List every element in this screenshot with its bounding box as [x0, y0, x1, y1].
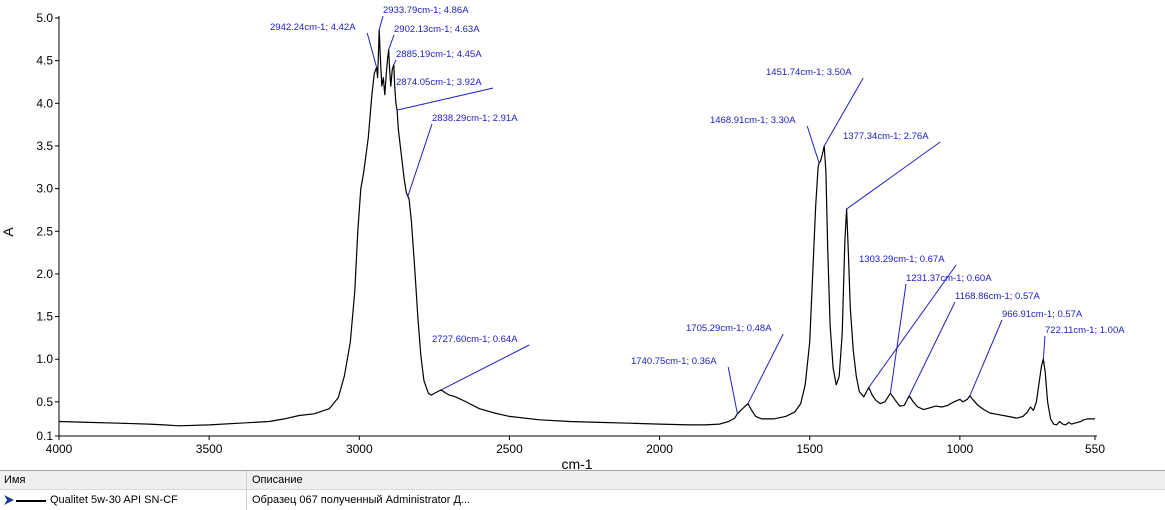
annotation-leader: [846, 141, 941, 210]
annotation-leader: [366, 32, 378, 68]
x-axis-label: cm-1: [561, 456, 592, 470]
annotation-leader: [823, 77, 864, 147]
peak-annotation: 1303.29cm-1; 0.67A: [859, 254, 945, 265]
peak-annotation: 966.91cm-1; 0.57A: [1002, 309, 1083, 320]
y-tick-label: 1.5: [36, 310, 53, 324]
annotation-leader: [388, 34, 395, 50]
column-separator: [246, 471, 247, 510]
series-line-swatch: [16, 500, 46, 502]
annotation-leader: [806, 125, 820, 164]
y-tick-label: 4.0: [36, 96, 53, 110]
y-axis-label: A: [0, 227, 16, 237]
peak-annotation: 1377.34cm-1; 2.76A: [843, 131, 929, 142]
chart-series: [58, 29, 1095, 427]
peak-annotation: 2727.60cm-1; 0.64A: [432, 334, 518, 345]
y-tick-label: 3.5: [36, 139, 53, 153]
peak-annotation: 1705.29cm-1; 0.48A: [686, 323, 772, 334]
legend-header: Имя Описание: [0, 471, 1165, 490]
annotation-leader: [908, 301, 956, 397]
peak-annotation: 1231.37cm-1; 0.60A: [906, 273, 992, 284]
annotation-leader: [889, 283, 907, 394]
annotation-leader: [396, 87, 494, 111]
column-header-name[interactable]: Имя: [4, 474, 26, 486]
y-tick-label: 2.5: [36, 224, 53, 238]
peak-annotation: 2874.05cm-1; 3.92A: [396, 77, 482, 88]
annotation-leader: [407, 123, 433, 197]
x-tick-label: 2000: [646, 442, 673, 456]
x-tick-label: 550: [1085, 442, 1105, 456]
y-tick-label: 0.5: [36, 395, 53, 409]
legend-row-description: Образец 067 полученный Administrator Д..…: [252, 494, 471, 506]
peak-annotation: 1451.74cm-1; 3.50A: [766, 67, 852, 78]
y-tick-label: 2.0: [36, 267, 53, 281]
y-tick-label: 5.0: [36, 11, 53, 25]
legend-row-name: Qualitet 5w-30 API SN-CF: [50, 494, 178, 506]
peak-annotation: 2902.13cm-1; 4.63A: [394, 24, 480, 35]
peak-annotation: 1168.86cm-1; 0.57A: [955, 291, 1041, 302]
x-tick-label: 3000: [346, 442, 373, 456]
peak-annotation: 1468.91cm-1; 3.30A: [710, 115, 796, 126]
spectrum-chart: 4000 3500 3000 2500 2000 1500 1000 550 0.1 0.5 1.0…: [0, 5, 1125, 470]
row-arrow-icon: [4, 495, 14, 505]
column-header-description[interactable]: Описание: [252, 474, 303, 486]
y-tick-label: 0.1: [36, 429, 53, 443]
peak-annotation: 2838.29cm-1; 2.91A: [432, 113, 518, 124]
chart-axes: [58, 16, 1097, 437]
peak-annotation: 2942.24cm-1; 4.42A: [270, 22, 356, 33]
legend-table: Имя Описание Qualitet 5w-30 API SN-CF Об…: [0, 470, 1165, 510]
annotation-leader: [868, 264, 957, 388]
annotation-leader: [393, 59, 397, 66]
x-tick-label: 1500: [796, 442, 823, 456]
peak-annotation: 1740.75cm-1; 0.36A: [631, 356, 717, 367]
annotation-leader: [440, 344, 530, 391]
peak-annotation: 2885.19cm-1; 4.45A: [396, 49, 482, 60]
y-tick-label: 4.5: [36, 54, 53, 68]
chart-ticks: 4000 3500 3000 2500 2000 1500 1000 550 0.1 0.5 1.0…: [36, 11, 1105, 456]
spectrum-line: [58, 29, 1095, 427]
annotation-leader: [747, 333, 784, 404]
annotation-leader: [378, 15, 384, 31]
annotation-leader: [1042, 335, 1046, 360]
chart-annotations: 2942.24cm-1; 4.42A 2933.79cm-1; 4.86A 2902…: [270, 5, 1125, 414]
peak-annotation: 2933.79cm-1; 4.86A: [383, 5, 469, 16]
legend-row[interactable]: Qualitet 5w-30 API SN-CF Образец 067 пол…: [0, 490, 1165, 510]
x-tick-label: 2500: [496, 442, 523, 456]
annotation-leader: [727, 366, 738, 414]
x-tick-label: 1000: [947, 442, 974, 456]
y-tick-label: 1.0: [36, 352, 53, 366]
x-tick-label: 3500: [196, 442, 223, 456]
x-tick-label: 4000: [46, 442, 73, 456]
peak-annotation: 722.11cm-1; 1.00A: [1045, 325, 1125, 336]
annotation-leader: [969, 319, 1003, 397]
y-tick-label: 3.0: [36, 182, 53, 196]
